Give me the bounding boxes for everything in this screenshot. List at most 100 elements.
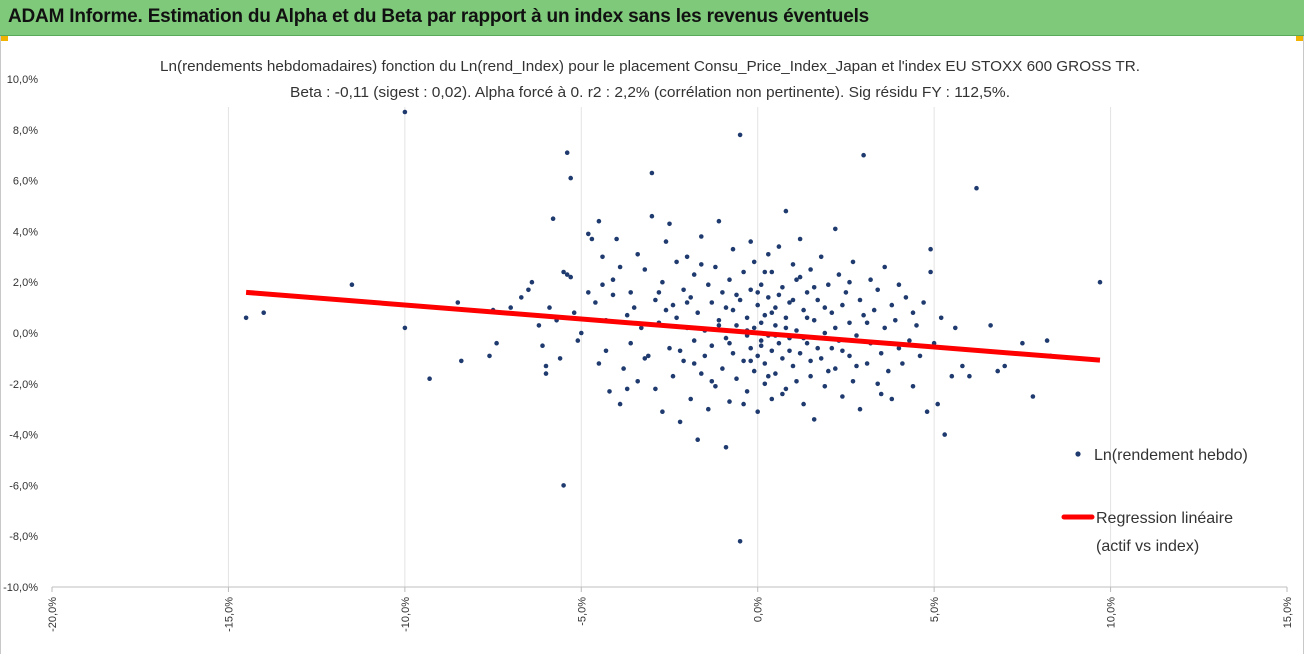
banner-title: ADAM Informe. Estimation du Alpha et du …: [8, 6, 870, 27]
data-point: [921, 300, 926, 305]
data-point: [586, 231, 591, 237]
data-point: [850, 259, 856, 265]
data-point: [720, 366, 725, 371]
data-point: [1097, 279, 1103, 285]
data-point: [494, 340, 499, 346]
data-point: [797, 236, 803, 242]
data-point: [868, 277, 873, 283]
data-point: [843, 290, 849, 295]
data-point: [586, 290, 591, 295]
data-point: [628, 340, 633, 346]
data-point: [660, 279, 665, 285]
data-point: [928, 246, 933, 252]
axes: -20,0% -15,0% -10,0% -5,0% 0,0% 5,0% 10,0% 15,0…: [3, 74, 1294, 632]
data-point: [854, 363, 859, 369]
data-point: [695, 437, 700, 443]
data-point: [797, 351, 803, 356]
data-point: [988, 323, 993, 328]
data-point: [878, 351, 884, 356]
data-point: [624, 312, 630, 318]
data-point: [766, 295, 771, 300]
data-point: [564, 272, 570, 277]
data-point: [769, 348, 775, 354]
data-point: [1030, 394, 1036, 399]
data-point: [833, 366, 838, 371]
data-point: [649, 213, 655, 219]
data-point: [727, 340, 732, 346]
data-point: [734, 323, 739, 328]
data-point: [773, 371, 778, 376]
data-point: [723, 445, 729, 450]
data-point: [635, 379, 640, 384]
data-point: [886, 368, 891, 374]
data-point: [691, 361, 697, 366]
data-point: [575, 338, 581, 343]
data-point: [713, 384, 718, 389]
data-point: [861, 312, 866, 318]
data-point: [1002, 363, 1007, 369]
data-point: [780, 285, 785, 290]
data-point: [402, 109, 408, 115]
data-point: [748, 345, 753, 351]
data-point: [861, 152, 866, 158]
data-point: [974, 185, 979, 191]
data-point: [402, 325, 408, 331]
data-point: [741, 401, 746, 407]
data-point: [938, 315, 944, 321]
data-point: [716, 218, 722, 224]
data-point: [790, 297, 796, 303]
data-point: [840, 394, 845, 399]
data-point: [769, 269, 775, 275]
data-point: [826, 368, 831, 374]
data-point: [536, 323, 542, 328]
chart-title: Ln(rendements hebdomadaires) fonction du…: [160, 58, 1140, 75]
data-point: [734, 292, 739, 298]
data-point: [557, 356, 563, 361]
data-point: [942, 432, 947, 437]
data-point: [960, 363, 965, 369]
data-point: [547, 305, 552, 310]
data-point: [681, 358, 686, 364]
data-point: [561, 483, 566, 488]
data-point: [822, 384, 828, 389]
data-point: [804, 315, 810, 321]
data-point: [568, 274, 573, 280]
data-point: [783, 386, 789, 392]
x-tick-label: -20,0%: [47, 597, 59, 632]
y-tick-label: 0,0%: [13, 328, 38, 340]
data-point: [744, 315, 750, 321]
data-point: [755, 302, 760, 308]
data-point: [875, 381, 880, 387]
data-point: [455, 300, 461, 305]
legend-points-label: Ln(rendement hebdo): [1094, 447, 1248, 464]
data-point: [596, 218, 602, 224]
data-point: [730, 351, 736, 356]
data-point: [857, 406, 863, 412]
data-point: [642, 267, 648, 272]
data-point: [459, 358, 464, 364]
data-point: [691, 272, 697, 277]
data-point: [889, 396, 895, 402]
data-point: [730, 307, 736, 313]
data-point: [571, 310, 577, 316]
data-point: [850, 379, 856, 384]
data-point: [900, 361, 905, 366]
data-point: [847, 279, 852, 285]
data-point: [653, 386, 658, 392]
data-point: [723, 335, 729, 341]
data-point: [261, 310, 267, 316]
grid: [227, 107, 1112, 587]
data-point: [893, 318, 898, 323]
data-point: [1044, 338, 1050, 343]
data-point: [688, 396, 693, 402]
data-point: [818, 356, 824, 361]
data-point: [794, 328, 799, 333]
data-point: [720, 290, 725, 295]
data-point: [667, 345, 672, 351]
data-point: [699, 371, 704, 376]
data-point: [748, 239, 753, 244]
data-point: [829, 345, 835, 351]
data-point: [840, 302, 845, 308]
data-point: [776, 244, 782, 249]
